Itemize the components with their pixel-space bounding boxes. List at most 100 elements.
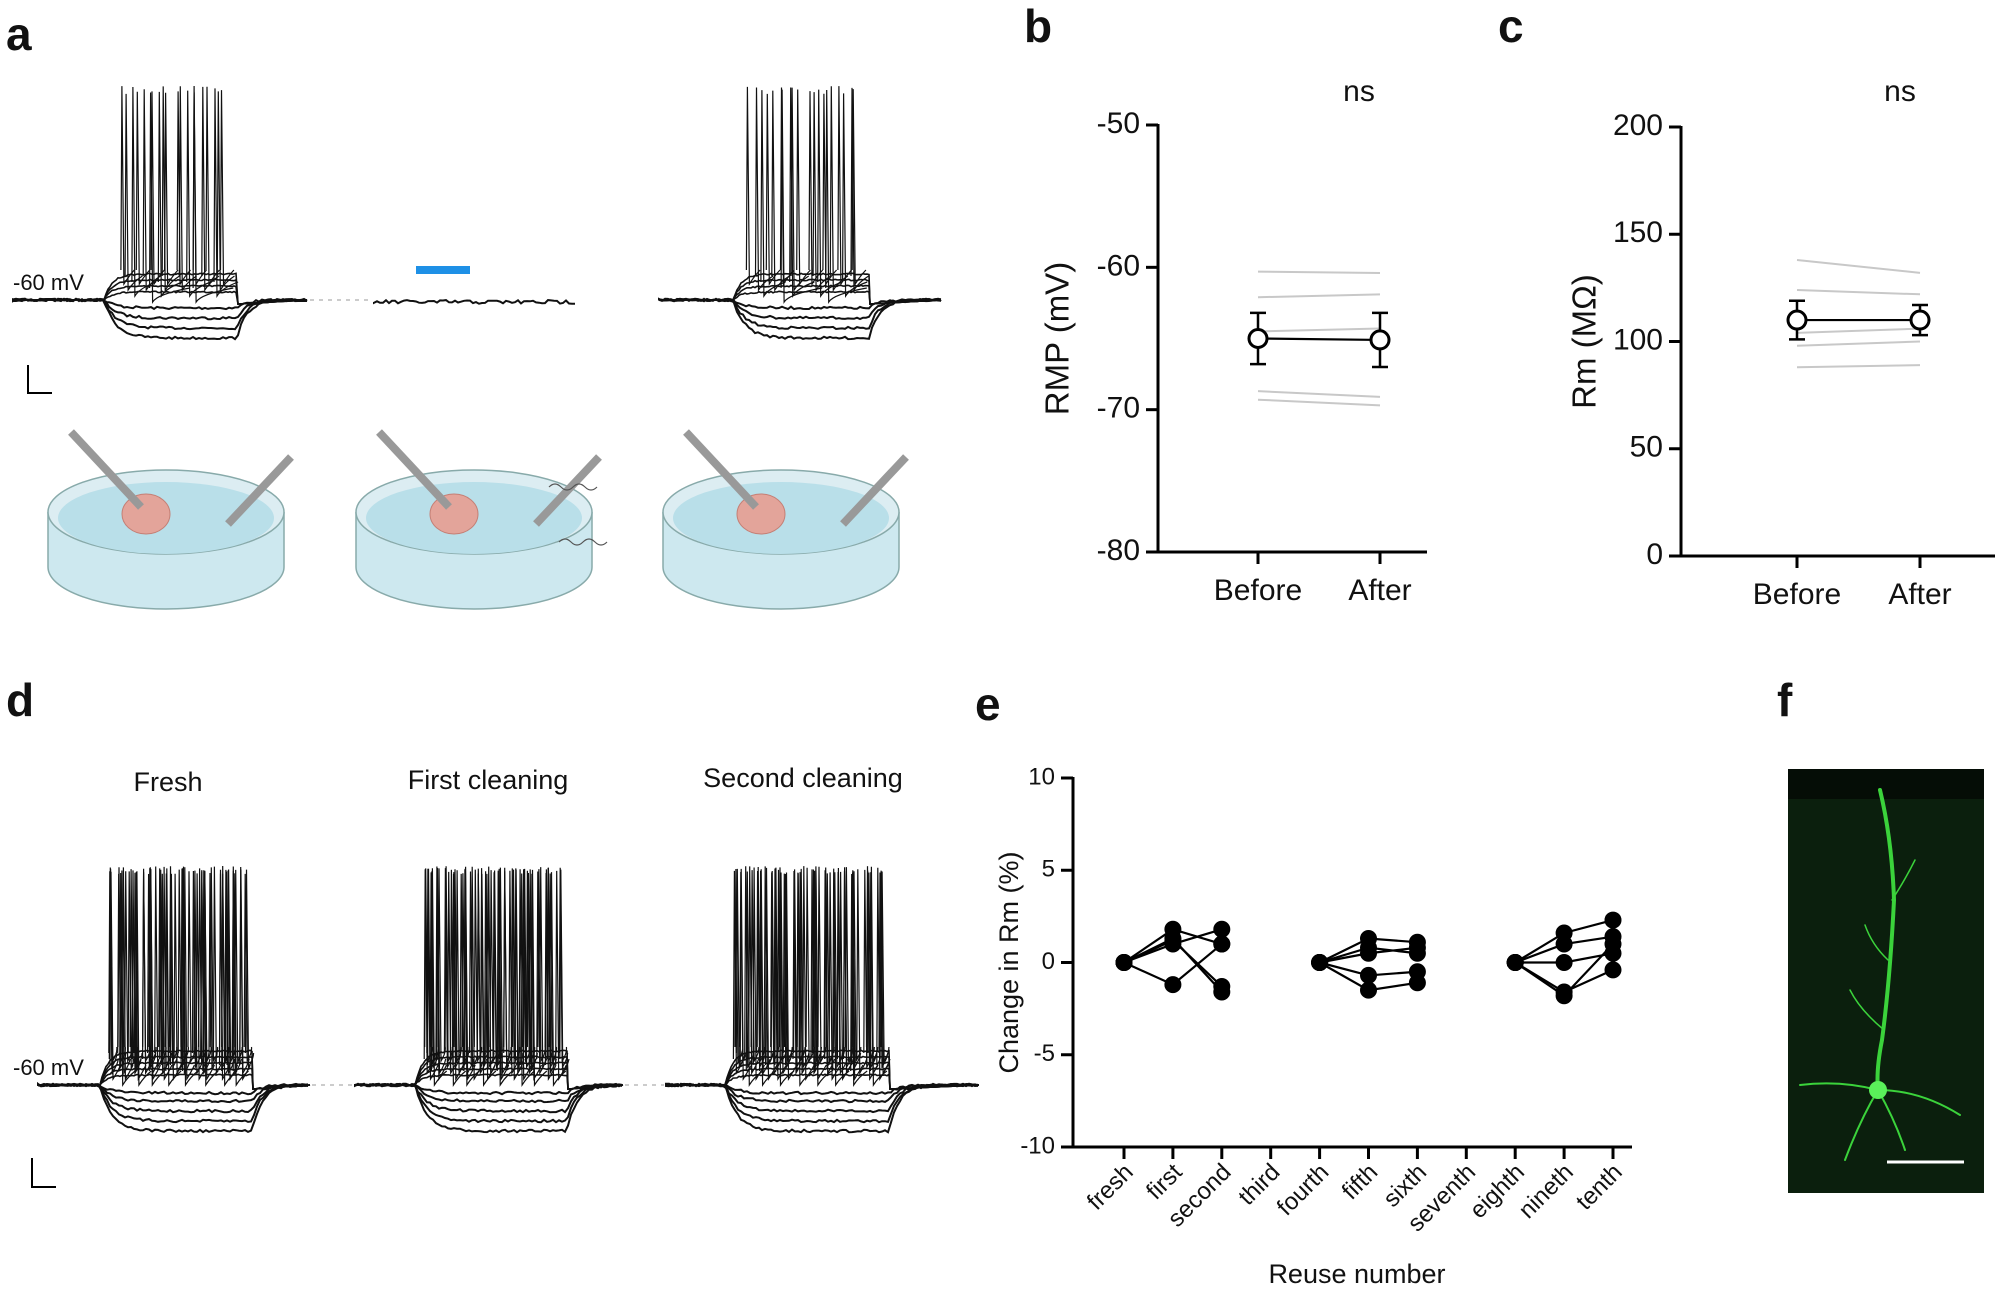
series-line [1796, 258, 1921, 274]
x-tick-label: After [1888, 578, 1951, 611]
series-line [1257, 398, 1381, 407]
stimulus-bar [416, 266, 470, 274]
x-tick-label: Before [1753, 578, 1841, 611]
trace-spikes [109, 866, 253, 1064]
data-point [1909, 309, 1931, 331]
dish-illustrations [47, 429, 909, 610]
y-tick-label: -70 [1097, 392, 1140, 425]
data-point [1604, 935, 1622, 953]
trace [666, 1049, 980, 1090]
data-point [1786, 309, 1808, 331]
trace-spikes [124, 86, 235, 293]
series-line [1257, 327, 1381, 333]
y-tick-label: -60 [1097, 249, 1140, 282]
trace [659, 272, 942, 305]
data-point [1506, 954, 1524, 971]
data-point [1369, 329, 1391, 351]
data-point [1360, 981, 1377, 999]
x-tick-label: eighth [1465, 1159, 1530, 1224]
x-tick-label: After [1348, 574, 1411, 607]
series-line [1257, 390, 1381, 398]
y-tick-label: 150 [1613, 216, 1663, 249]
y-tick-label: -80 [1097, 534, 1140, 567]
trace [665, 1082, 979, 1124]
panel-letter: e [975, 678, 1001, 730]
x-tick-label: fifth [1337, 1159, 1383, 1205]
trace [373, 298, 575, 305]
trace [659, 284, 942, 305]
panel-letter: f [1777, 674, 1793, 726]
y-tick-label: 0 [1646, 538, 1663, 571]
condition-label: Second cleaning [703, 763, 903, 793]
trace-spikes [745, 866, 888, 1088]
series-line [1257, 293, 1381, 299]
data-point [1604, 961, 1622, 979]
trace-spikes [131, 86, 239, 299]
holding-label: -60 mV [13, 1055, 84, 1080]
trace [12, 297, 308, 331]
x-tick-label: fresh [1082, 1159, 1139, 1216]
connector [310, 299, 664, 1086]
data-point [1213, 977, 1231, 995]
traces [12, 86, 980, 1134]
y-axis-label: Change in Rm (%) [994, 851, 1024, 1073]
pipette [68, 429, 144, 510]
data-point [1213, 920, 1231, 938]
pipette [225, 454, 294, 527]
trace-spikes [108, 866, 250, 1076]
x-tick-label: fourth [1272, 1159, 1334, 1221]
trace-spikes [745, 86, 867, 287]
series-line [1257, 270, 1381, 275]
pipette [840, 454, 909, 527]
trace-spikes [760, 87, 868, 299]
condition-label: Fresh [133, 767, 202, 797]
trace-spikes [120, 86, 235, 287]
data-point [1115, 954, 1133, 971]
pipette [683, 429, 759, 510]
trace [658, 297, 942, 331]
series-line [1796, 364, 1921, 369]
y-tick-label: 100 [1613, 323, 1663, 356]
x-axis-label: Reuse number [1268, 1259, 1445, 1289]
neuron-image [1788, 769, 1984, 1193]
y-tick-label: 200 [1613, 109, 1663, 142]
trace [665, 1082, 979, 1114]
series-line [1257, 337, 1381, 342]
y-tick-label: 5 [1042, 856, 1055, 883]
series-line [1796, 327, 1921, 334]
chart-title: ns [1343, 75, 1375, 108]
series-line [1796, 289, 1921, 296]
panel-letter: a [6, 8, 32, 60]
trace [355, 1055, 624, 1090]
y-tick-label: 50 [1630, 431, 1663, 464]
trace [37, 1082, 309, 1134]
chart-title: ns [1884, 75, 1916, 108]
pipette [376, 429, 452, 510]
data-point [1604, 911, 1622, 929]
panel-letter: b [1024, 0, 1052, 52]
trace [37, 1082, 309, 1124]
panel-letter: c [1498, 0, 1524, 52]
data-point [1311, 954, 1329, 971]
y-tick-label: -5 [1034, 1040, 1055, 1067]
x-tick-label: Before [1214, 574, 1302, 607]
series-line [1796, 340, 1921, 347]
condition-label: First cleaning [408, 765, 569, 795]
data-point [1555, 935, 1573, 953]
trace-spikes [426, 867, 569, 1070]
trace-spikes [780, 89, 867, 305]
scale-bar [31, 1158, 56, 1188]
data-point [1164, 976, 1182, 994]
data-point [1360, 966, 1377, 984]
data-point [1213, 935, 1231, 953]
ultrasound [548, 483, 608, 546]
y-tick-label: -50 [1097, 107, 1140, 140]
data-point [1164, 931, 1182, 949]
holding-label: -60 mV [13, 270, 84, 295]
scale-bar [27, 365, 52, 394]
y-tick-label: -10 [1020, 1132, 1055, 1159]
data-point [1408, 939, 1426, 957]
data-point [1408, 974, 1426, 992]
trace-spikes [734, 866, 890, 1064]
